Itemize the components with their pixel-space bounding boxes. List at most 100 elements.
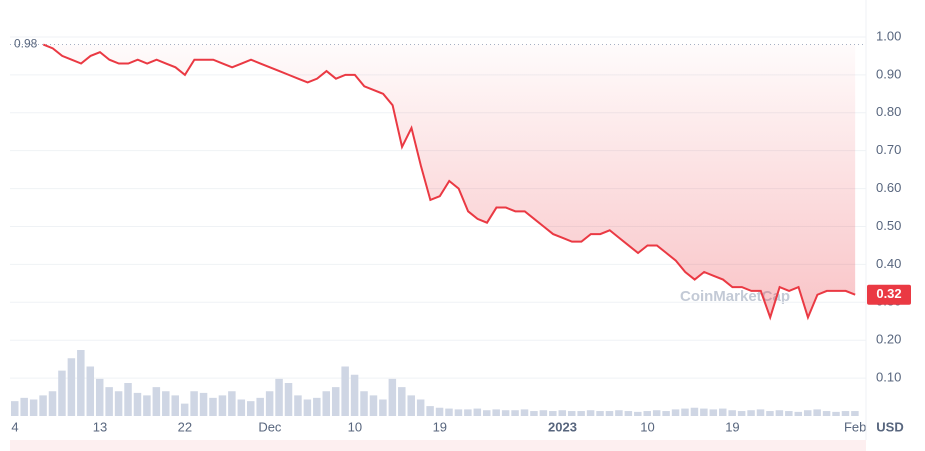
volume-bar [473,408,482,416]
volume-bar [171,395,179,416]
volume-bar [492,409,500,416]
volume-bar [67,358,76,416]
volume-bar [605,411,614,416]
x-tick-label: 19 [725,419,739,434]
volume-bar [426,406,434,416]
volume-bar [379,399,387,416]
volume-bar [48,391,57,416]
volume-bar [77,350,85,416]
volume-bar [634,411,642,416]
y-unit: USD [876,419,903,434]
volume-bar [369,395,378,416]
volume-bar [124,383,132,416]
volume-bar [20,397,28,416]
volume-bar [256,397,264,416]
volume-bar [360,391,368,416]
volume-bar [388,378,397,416]
volume-bar [643,411,651,416]
volume-bar [407,395,415,416]
volume-bar [143,395,151,416]
volume-bar [29,399,38,416]
volume-bar [247,401,255,416]
volume-bar [671,409,680,416]
y-tick-label: 0.10 [876,370,901,385]
volume-bar [58,370,66,416]
volume-bar [662,411,670,416]
volume-bar [803,410,812,416]
x-tick-label: 4 [11,419,18,434]
volume-bar [690,407,699,416]
price-badge [867,284,911,305]
y-tick-label: 0.20 [876,332,901,347]
volume-bar [832,411,840,416]
x-tick-label: Dec [258,419,282,434]
volume-bar [756,409,765,416]
y-tick-label: 0.60 [876,180,901,195]
start-label: 0.98 [14,37,38,51]
volume-bar [549,411,557,416]
volume-bar [322,391,331,416]
volume-bar [39,395,47,416]
volume-bar [313,397,321,416]
volume-bar [105,387,113,416]
volume-bar [162,391,170,416]
volume-bar [11,401,19,416]
volume-bar [416,399,425,416]
volume-bar [813,409,821,416]
volume-bar [284,383,293,416]
volume-bar [596,411,604,416]
x-tick-label: Feb [844,419,866,434]
volume-bar [681,408,689,416]
volume-bar [501,410,510,416]
volume-bar [624,411,633,416]
x-tick-label: 19 [433,419,447,434]
volume-bar [841,411,850,416]
volume-bar [483,410,491,416]
volume-bar [303,399,312,416]
volume-bar [794,411,803,416]
volume-bar [180,403,189,416]
volume-bar [114,391,123,416]
volume-bar [615,410,623,416]
volume-bar [190,391,198,416]
volume-bar [209,397,217,416]
volume-bar [737,411,746,416]
x-tick-label: 13 [93,419,107,434]
volume-bar [86,366,95,416]
volume-bar [237,399,246,416]
y-tick-label: 0.40 [876,256,901,271]
volume-bar [851,411,859,416]
volume-bar [341,366,349,416]
price-line [42,43,856,321]
x-tick-label: 10 [640,419,654,434]
volume-bar [822,411,831,416]
volume-bar [747,410,755,416]
volume-bar [454,409,463,416]
volume-bar [511,410,519,416]
volume-bar [350,374,359,416]
volume-bar [520,409,529,416]
volume-bar [331,387,340,416]
x-tick-label: 2023 [548,419,577,434]
volume-bar [294,395,302,416]
volume-bar [199,392,208,416]
volume-bar [577,411,585,416]
volume-bar [775,410,784,416]
volume-bar [218,395,227,416]
volume-bar [766,411,774,416]
volume-bar [586,410,595,416]
volume-bar [652,410,661,416]
x-tick-label: 10 [348,419,362,434]
volume-bar [265,391,274,416]
y-tick-label: 0.50 [876,218,901,233]
price-badge-label: 0.32 [876,286,901,301]
scroll-bar [10,440,866,451]
volume-bar [558,410,567,416]
volume-bar [228,391,236,416]
volume-bar [398,387,406,416]
volume-bar [152,387,161,416]
x-tick-label: 22 [178,419,192,434]
volume-bar [275,378,283,416]
volume-bar [709,409,718,416]
